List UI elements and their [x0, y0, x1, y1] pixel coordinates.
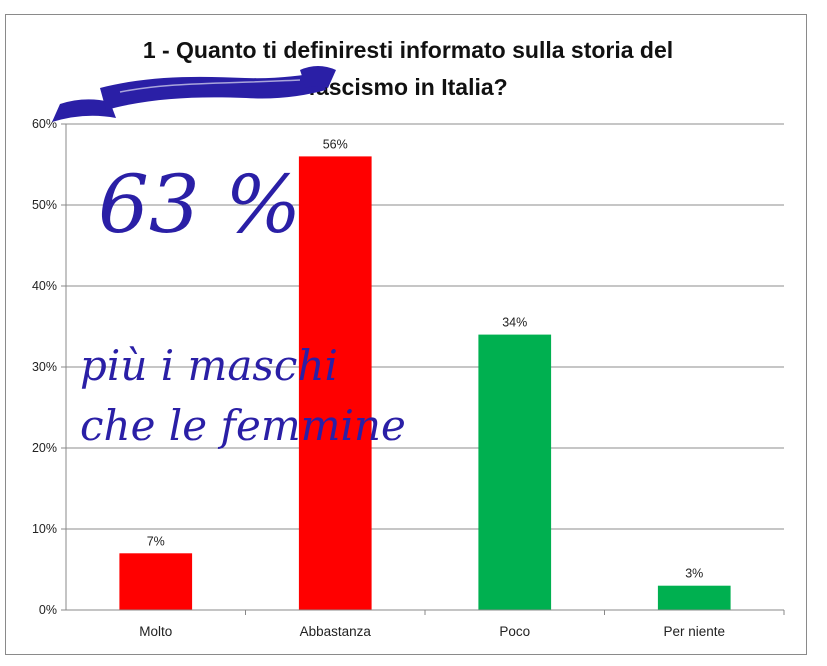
value-labels: 7% 56% 34% 3%: [147, 137, 704, 580]
bar-molto: [119, 553, 193, 610]
value-label: 7%: [147, 534, 165, 548]
category-label: Poco: [499, 624, 530, 639]
category-label: Per niente: [663, 624, 725, 639]
chart-title-line-1: 1 - Quanto ti definiresti informato sull…: [143, 37, 673, 63]
bar-per-niente: [657, 585, 731, 610]
ribbon-banner: [52, 66, 336, 122]
chart-frame: [5, 14, 807, 655]
bar-poco: [478, 334, 552, 610]
bar-abbastanza: [298, 156, 372, 610]
annotation-line-1: più i maschi: [80, 341, 338, 390]
category-labels: Molto Abbastanza Poco Per niente: [139, 610, 785, 639]
gridlines: [66, 123, 784, 530]
y-tick-label: 30%: [32, 360, 57, 374]
category-label: Abbastanza: [300, 624, 372, 639]
y-tick-label: 60%: [32, 117, 57, 131]
y-tick-label: 40%: [32, 279, 57, 293]
annotation-percent: 63 %: [98, 158, 301, 251]
category-label: Molto: [139, 624, 172, 639]
value-label: 56%: [323, 137, 348, 151]
y-tick-label: 50%: [32, 198, 57, 212]
y-axis-ticks: 0% 10% 20% 30% 40% 50% 60%: [32, 117, 66, 617]
y-tick-label: 10%: [32, 522, 57, 536]
value-label: 3%: [685, 567, 703, 581]
y-tick-label: 0%: [39, 603, 57, 617]
y-tick-label: 20%: [32, 441, 57, 455]
bars: [119, 156, 731, 610]
value-label: 34%: [502, 316, 527, 330]
chart-title-line-2: fascismo in Italia?: [308, 74, 507, 100]
annotation-line-2: che le femmine: [80, 401, 406, 450]
